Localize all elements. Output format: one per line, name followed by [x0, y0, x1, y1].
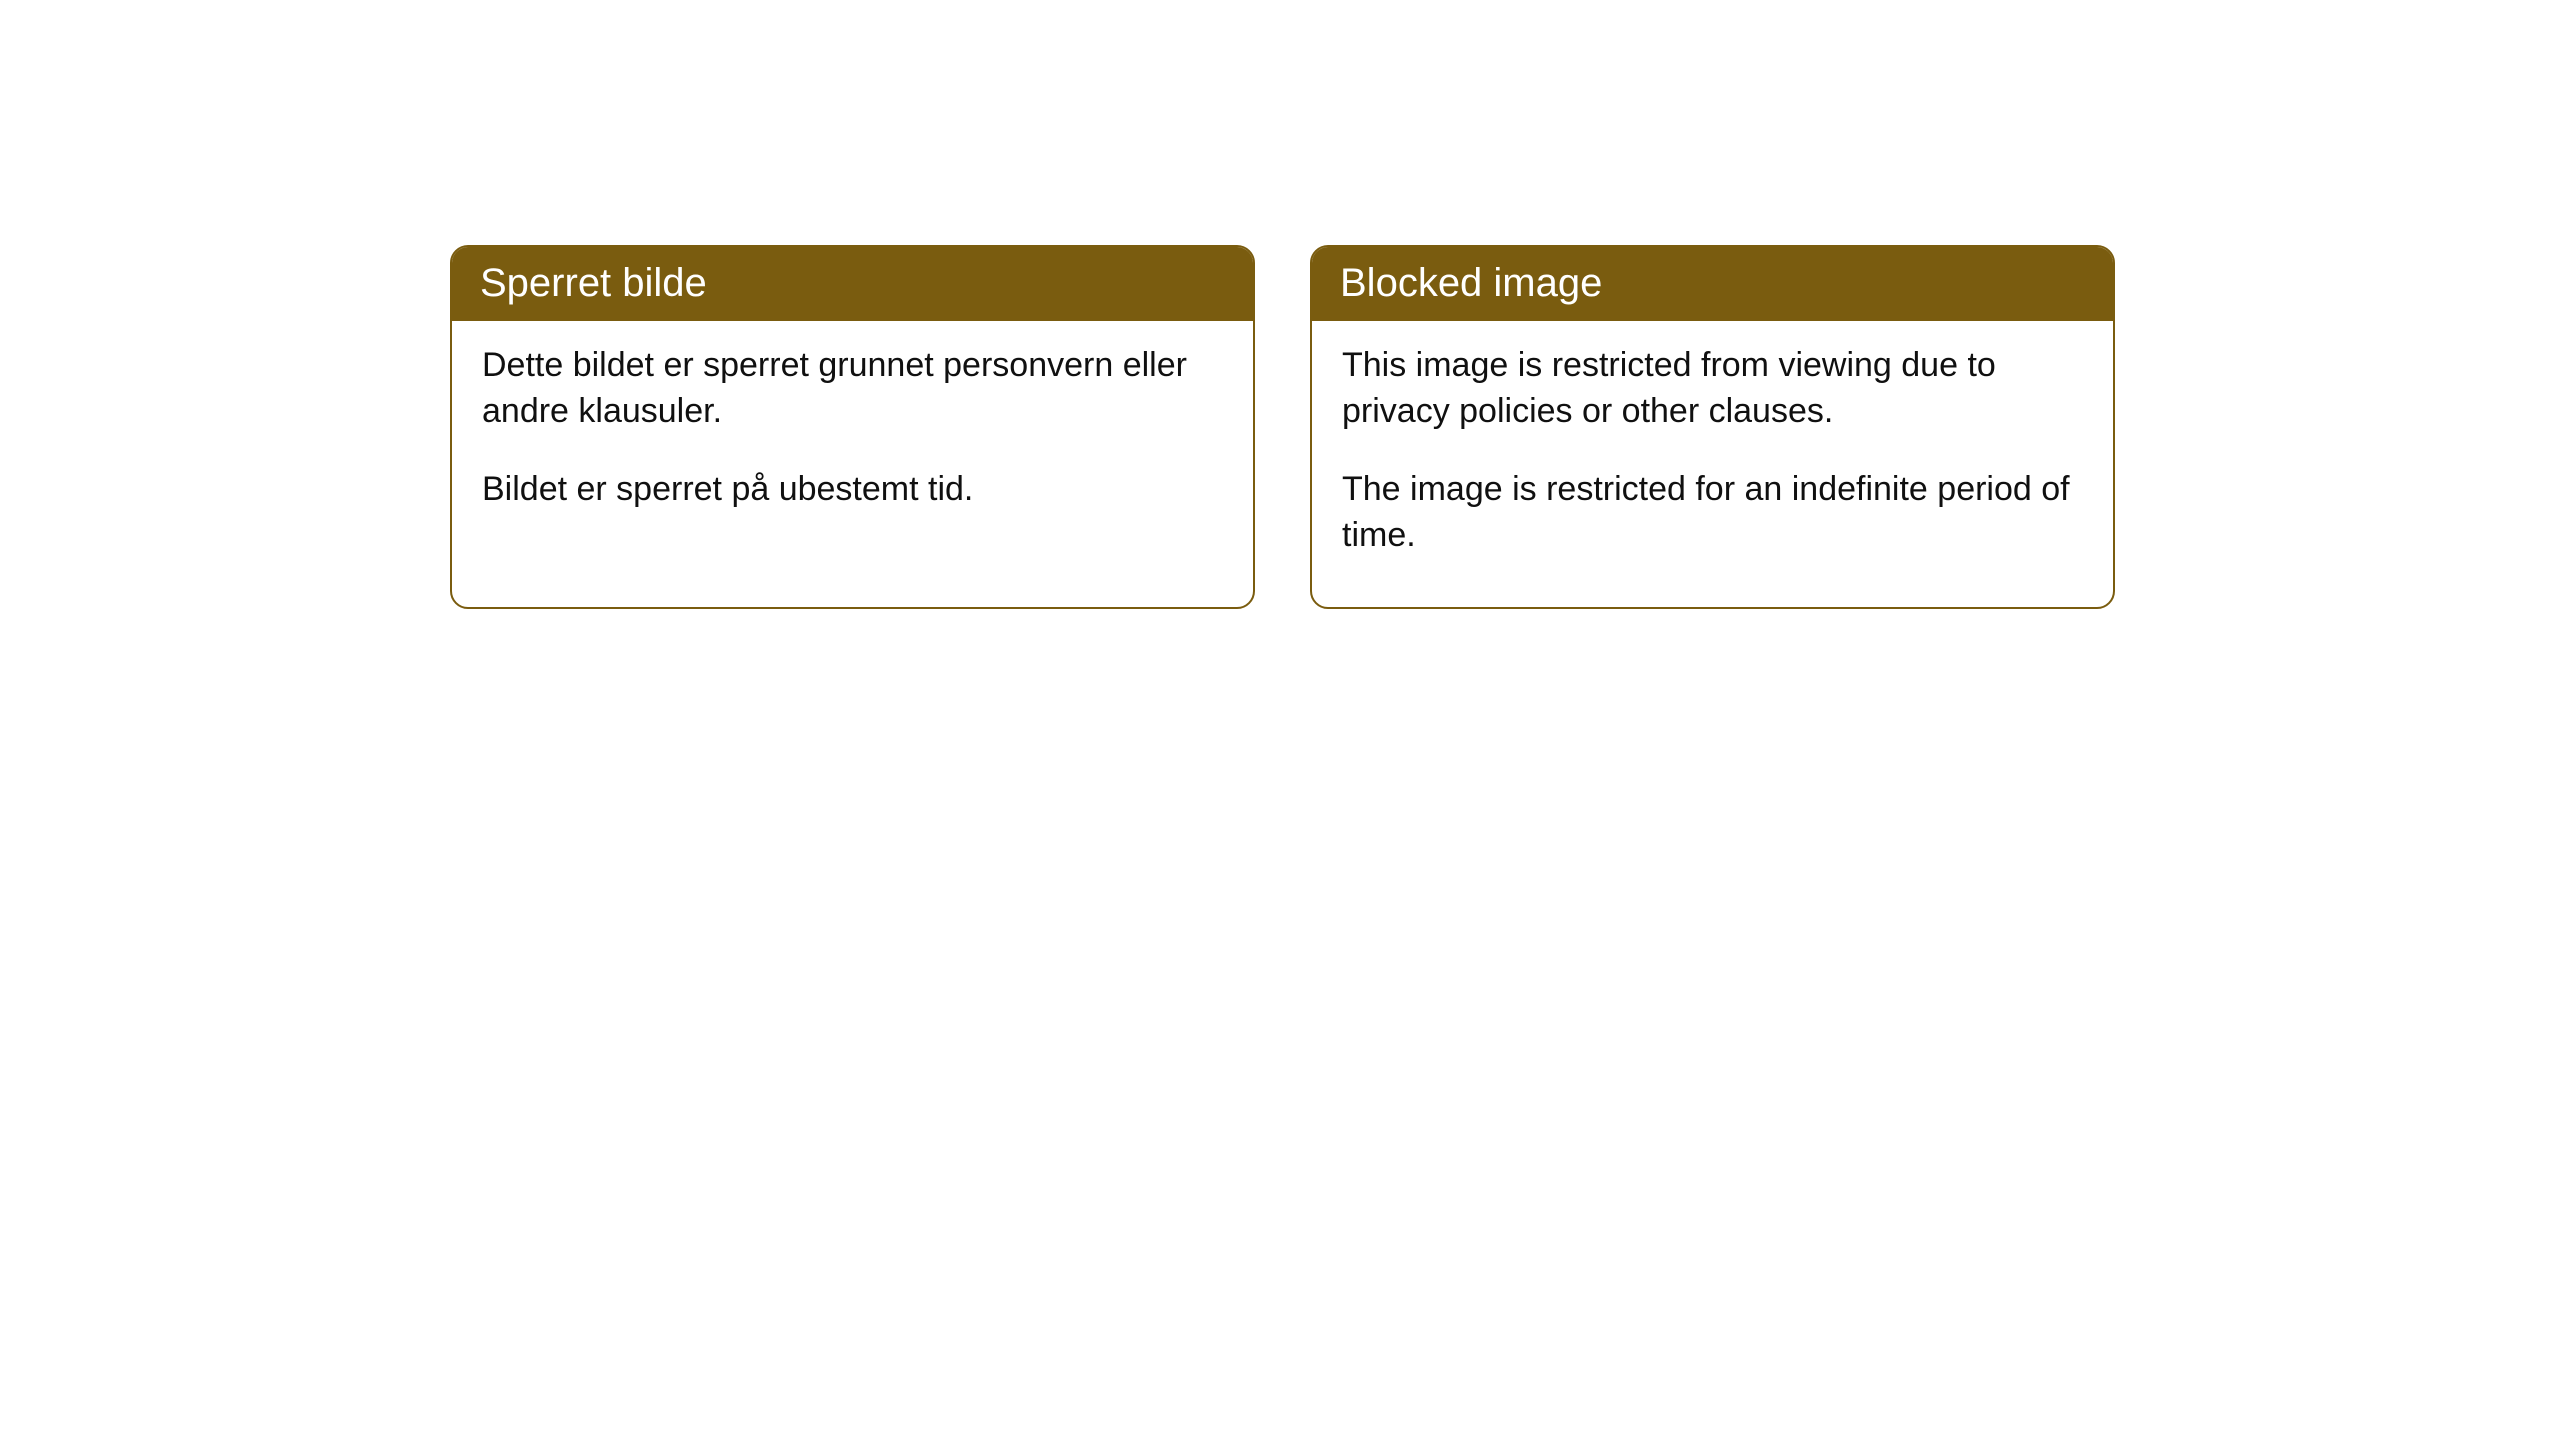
card-text-line-1: This image is restricted from viewing du… [1342, 343, 2083, 435]
card-text-line-2: Bildet er sperret på ubestemt tid. [482, 467, 1223, 513]
card-text-line-2: The image is restricted for an indefinit… [1342, 467, 2083, 559]
card-body: This image is restricted from viewing du… [1312, 321, 2113, 607]
card-header: Blocked image [1312, 247, 2113, 321]
blocked-image-card-norwegian: Sperret bilde Dette bildet er sperret gr… [450, 245, 1255, 609]
notice-container: Sperret bilde Dette bildet er sperret gr… [450, 245, 2115, 609]
card-text-line-1: Dette bildet er sperret grunnet personve… [482, 343, 1223, 435]
card-body: Dette bildet er sperret grunnet personve… [452, 321, 1253, 561]
card-header: Sperret bilde [452, 247, 1253, 321]
blocked-image-card-english: Blocked image This image is restricted f… [1310, 245, 2115, 609]
